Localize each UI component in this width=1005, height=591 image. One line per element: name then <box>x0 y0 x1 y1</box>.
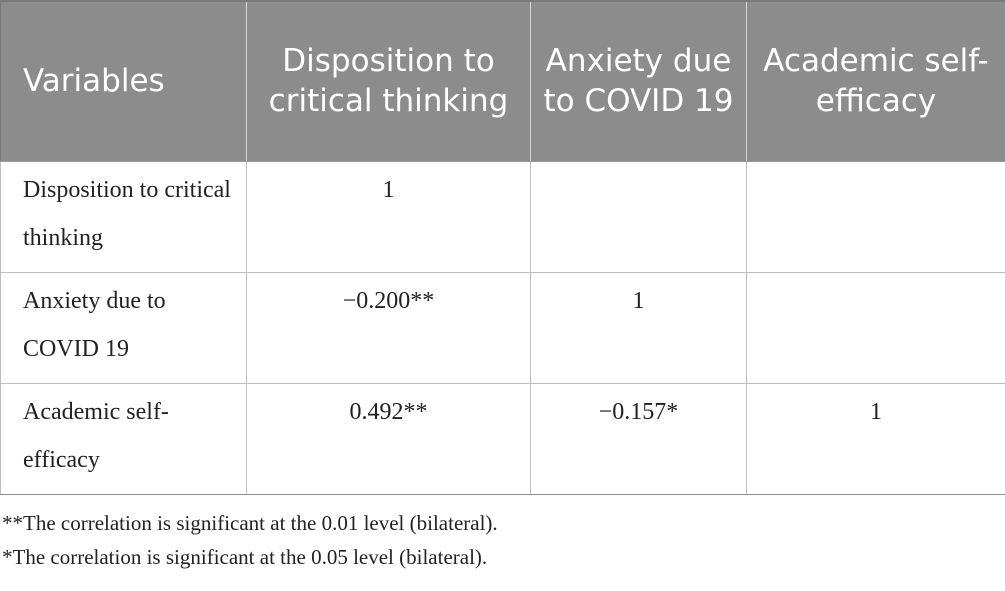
table-cell <box>530 161 747 273</box>
correlation-table: Variables Disposition to critical thinki… <box>0 0 1005 495</box>
header-disposition-critical-thinking: Disposition to critical thinking <box>246 0 531 162</box>
table-row: Academic self-efficacy 0.492** −0.157* 1 <box>0 383 1005 495</box>
row-label: Academic self-efficacy <box>0 383 247 495</box>
table-footnotes: **The correlation is significant at the … <box>0 506 1005 574</box>
header-variables: Variables <box>0 0 247 162</box>
table-cell <box>746 272 1005 384</box>
table-row: Anxiety due to COVID 19 −0.200** 1 <box>0 272 1005 384</box>
table-cell: 1 <box>246 161 531 273</box>
table-cell <box>746 161 1005 273</box>
row-label: Disposition to critical thinking <box>0 161 247 273</box>
table-cell: −0.157* <box>530 383 747 495</box>
table-header-row: Variables Disposition to critical thinki… <box>0 0 1005 162</box>
table-cell: −0.200** <box>246 272 531 384</box>
header-academic-self-efficacy: Academic self-efficacy <box>746 0 1005 162</box>
table-cell: 0.492** <box>246 383 531 495</box>
table-cell: 1 <box>746 383 1005 495</box>
row-label: Anxiety due to COVID 19 <box>0 272 247 384</box>
footnote-significance-005: *The correlation is significant at the 0… <box>2 545 488 569</box>
table-cell: 1 <box>530 272 747 384</box>
correlation-table-container: Variables Disposition to critical thinki… <box>0 0 1005 495</box>
header-anxiety-covid: Anxiety due to COVID 19 <box>530 0 747 162</box>
table-row: Disposition to critical thinking 1 <box>0 161 1005 273</box>
footnote-significance-001: **The correlation is significant at the … <box>2 511 498 535</box>
